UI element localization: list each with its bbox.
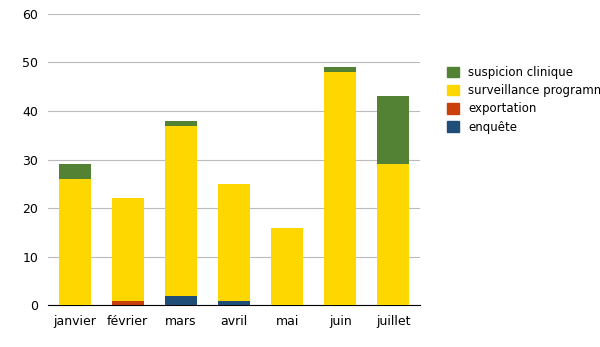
Bar <box>59 164 91 179</box>
Bar <box>165 121 197 126</box>
Bar <box>59 179 91 305</box>
Bar <box>112 301 143 305</box>
Bar <box>165 296 197 305</box>
Bar <box>325 67 356 72</box>
Bar <box>271 228 303 305</box>
Bar <box>112 198 143 301</box>
Bar <box>377 96 409 164</box>
Legend: suspicion clinique, surveillance programmée, exportation, enquête: suspicion clinique, surveillance program… <box>445 64 600 136</box>
Bar <box>218 301 250 305</box>
Bar <box>165 126 197 296</box>
Bar <box>377 164 409 305</box>
Bar <box>218 184 250 301</box>
Bar <box>325 72 356 305</box>
